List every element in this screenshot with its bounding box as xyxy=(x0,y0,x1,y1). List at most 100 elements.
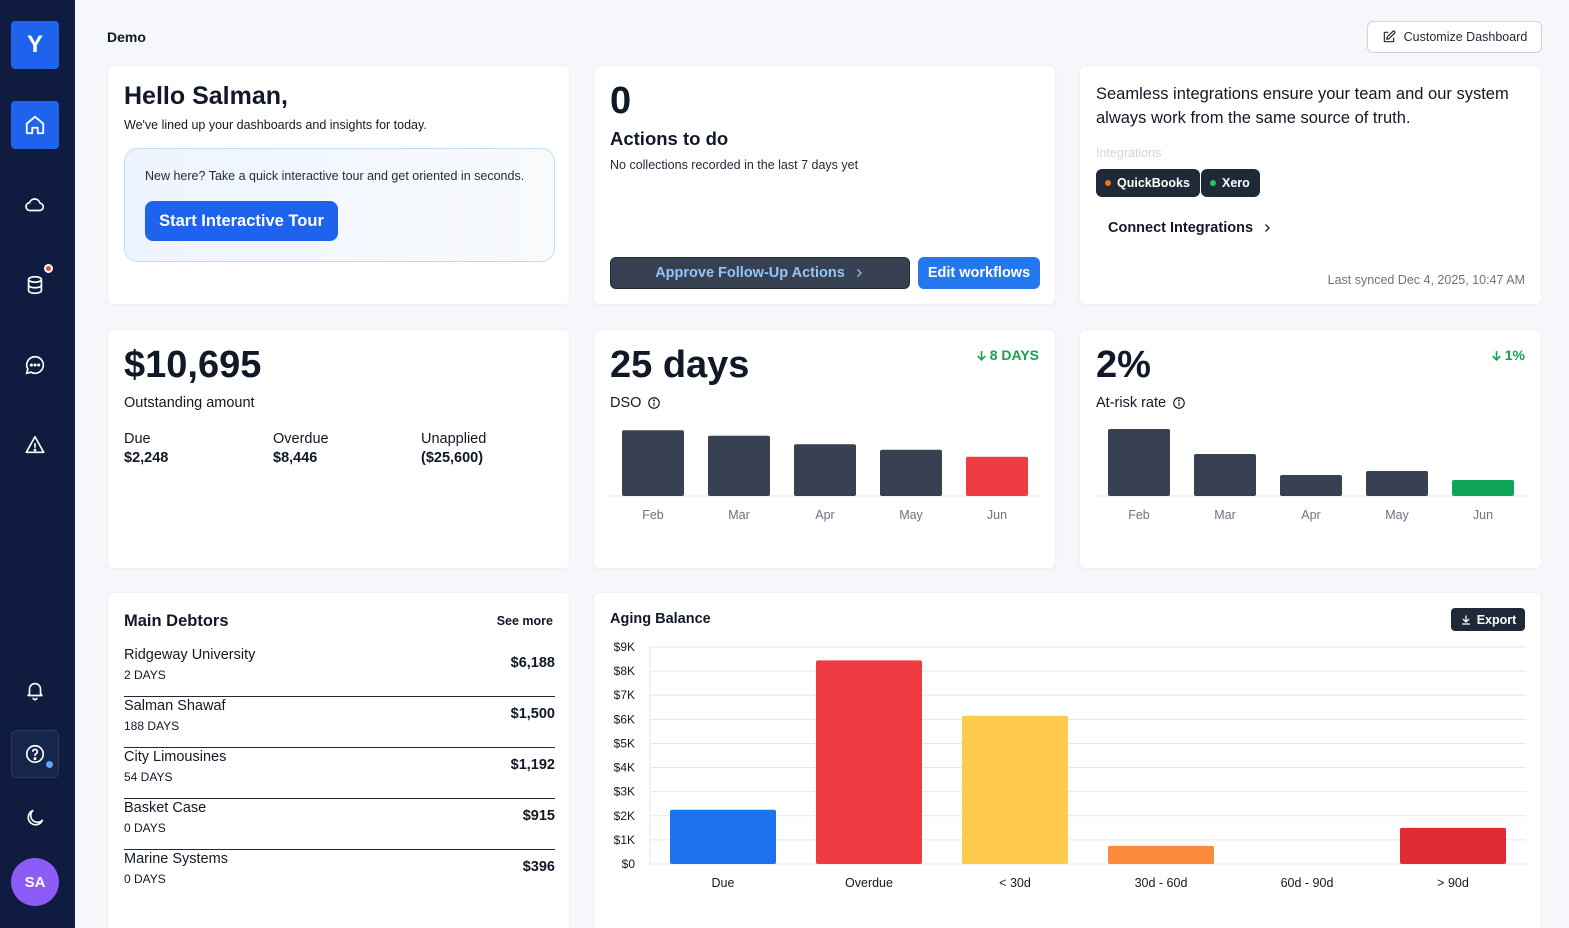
status-dot xyxy=(1210,180,1216,186)
overdue-value: $8,446 xyxy=(273,450,318,466)
bar--90d xyxy=(1400,827,1506,864)
start-tour-button[interactable]: Start Interactive Tour xyxy=(145,201,338,241)
debtor-row[interactable]: Salman Shawaf 188 DAYS $1,500 xyxy=(124,697,555,748)
sidebar-item-home[interactable] xyxy=(11,101,59,149)
debtor-days: 2 DAYS xyxy=(124,668,166,682)
customize-dashboard-button[interactable]: Customize Dashboard xyxy=(1367,21,1542,53)
chevron-right-icon xyxy=(856,269,862,277)
debtor-name: Marine Systems xyxy=(124,851,228,867)
x-tick-label: Mar xyxy=(1214,508,1236,522)
debtor-name: Basket Case xyxy=(124,800,207,816)
export-label: Export xyxy=(1476,612,1517,627)
greeting-subtitle: We've lined up your dashboards and insig… xyxy=(124,118,427,132)
sidebar-item-theme[interactable] xyxy=(11,794,59,842)
debtor-days: 0 DAYS xyxy=(124,872,166,886)
greeting-card: Hello Salman, We've lined up your dashbo… xyxy=(107,65,570,305)
x-tick-label: Overdue xyxy=(845,876,893,890)
connect-integrations-label: Connect Integrations xyxy=(1108,220,1254,236)
integration-xero[interactable]: Xero xyxy=(1201,169,1260,197)
integrations-description: Seamless integrations ensure your team a… xyxy=(1096,85,1509,127)
dso-chart: Feb Mar Apr May Jun xyxy=(610,430,1041,522)
debtor-row[interactable]: Basket Case 0 DAYS $915 xyxy=(124,799,555,850)
cloud-icon xyxy=(25,198,45,212)
integration-name: QuickBooks xyxy=(1117,176,1190,190)
tour-banner: New here? Take a quick interactive tour … xyxy=(124,148,555,262)
export-button[interactable]: Export xyxy=(1451,608,1525,631)
y-tick-label: $2K xyxy=(614,809,635,823)
debtor-row[interactable]: Marine Systems 0 DAYS $396 xyxy=(124,850,555,901)
x-tick-label: Feb xyxy=(1128,508,1150,522)
y-tick-label: $1K xyxy=(614,833,635,847)
actions-subtitle: No collections recorded in the last 7 da… xyxy=(610,158,859,172)
risk-delta-text: 1% xyxy=(1504,347,1525,363)
debtor-name: Ridgeway University xyxy=(124,647,256,663)
outstanding-card: $10,695 Outstanding amount Due $2,248 Ov… xyxy=(107,329,570,569)
bar-apr xyxy=(1280,475,1342,496)
y-tick-label: $3K xyxy=(614,785,635,799)
debtor-amount: $1,192 xyxy=(510,757,555,773)
due-label: Due xyxy=(124,431,151,447)
bar-jun xyxy=(966,456,1028,496)
debtor-days: 188 DAYS xyxy=(124,719,180,733)
x-tick-label: Apr xyxy=(1301,508,1320,522)
debtors-title: Main Debtors xyxy=(124,612,229,630)
bar-may xyxy=(1366,471,1428,496)
dso-label-row: DSO xyxy=(610,395,661,411)
greeting-title: Hello Salman, xyxy=(124,82,288,110)
connect-integrations-link[interactable]: Connect Integrations xyxy=(1108,220,1273,236)
moon-icon xyxy=(27,809,44,826)
due-stat: Due $2,248 xyxy=(124,431,168,466)
edit-workflows-button[interactable]: Edit workflows xyxy=(918,257,1040,289)
workspace-name: Demo xyxy=(107,29,146,45)
x-tick-label: May xyxy=(1385,508,1409,522)
chevron-right-icon xyxy=(1265,224,1270,232)
integrations-label: Integrations xyxy=(1096,146,1162,160)
info-icon[interactable] xyxy=(647,396,661,410)
sidebar-item-cloud[interactable] xyxy=(11,181,59,229)
overdue-label: Overdue xyxy=(273,431,329,447)
bar-jun xyxy=(1452,480,1514,496)
x-tick-label: Due xyxy=(712,876,735,890)
app-logo[interactable]: Y xyxy=(11,21,59,69)
y-tick-label: $0 xyxy=(622,857,636,871)
debtor-row[interactable]: City Limousines 54 DAYS $1,192 xyxy=(124,748,555,799)
info-icon[interactable] xyxy=(1172,396,1186,410)
debtor-amount: $6,188 xyxy=(510,655,555,671)
dso-delta-text: 8 DAYS xyxy=(989,347,1039,363)
unapplied-label: Unapplied xyxy=(421,431,487,447)
approve-actions-button[interactable]: Approve Follow-Up Actions xyxy=(610,257,910,289)
warning-icon xyxy=(25,435,45,454)
last-synced: Last synced Dec 4, 2025, 10:47 AM xyxy=(1327,273,1525,287)
x-tick-label: Apr xyxy=(815,508,834,522)
risk-label: At-risk rate xyxy=(1096,395,1167,411)
notification-badge xyxy=(44,264,53,273)
sidebar-item-messages[interactable] xyxy=(11,341,59,389)
status-dot xyxy=(1105,180,1111,186)
risk-value: 2% xyxy=(1096,344,1151,386)
y-tick-label: $6K xyxy=(614,712,635,726)
debtor-row[interactable]: Ridgeway University 2 DAYS $6,188 xyxy=(124,646,555,697)
aging-card: Aging Balance Export $0 $1K $2K $3K $4K $5K $6… xyxy=(593,592,1542,928)
debtor-days: 0 DAYS xyxy=(124,821,166,835)
debtor-amount: $1,500 xyxy=(510,706,555,722)
debtor-amount: $915 xyxy=(522,808,555,824)
x-tick-label: 30d - 60d xyxy=(1135,876,1188,890)
sidebar-item-help[interactable] xyxy=(11,730,59,778)
sidebar-item-notifications[interactable] xyxy=(11,666,59,714)
sidebar-item-database[interactable] xyxy=(11,261,59,309)
debtor-amount: $396 xyxy=(522,859,555,875)
integration-quickbooks[interactable]: QuickBooks xyxy=(1096,169,1200,197)
x-tick-label: 60d - 90d xyxy=(1281,876,1334,890)
debtor-days: 54 DAYS xyxy=(124,770,173,784)
approve-actions-label: Approve Follow-Up Actions xyxy=(655,265,845,281)
unapplied-stat: Unapplied ($25,600) xyxy=(421,431,486,466)
bar-feb xyxy=(622,430,684,496)
bar-may xyxy=(880,449,942,496)
actions-card: 0 Actions to do No collections recorded … xyxy=(593,65,1056,305)
y-tick-label: $9K xyxy=(614,640,635,654)
aging-title: Aging Balance xyxy=(610,611,711,627)
see-more-link[interactable]: See more xyxy=(496,614,553,628)
sidebar-item-alerts[interactable] xyxy=(11,421,59,469)
user-avatar[interactable]: SA xyxy=(11,858,59,906)
integration-name: Xero xyxy=(1222,176,1250,190)
